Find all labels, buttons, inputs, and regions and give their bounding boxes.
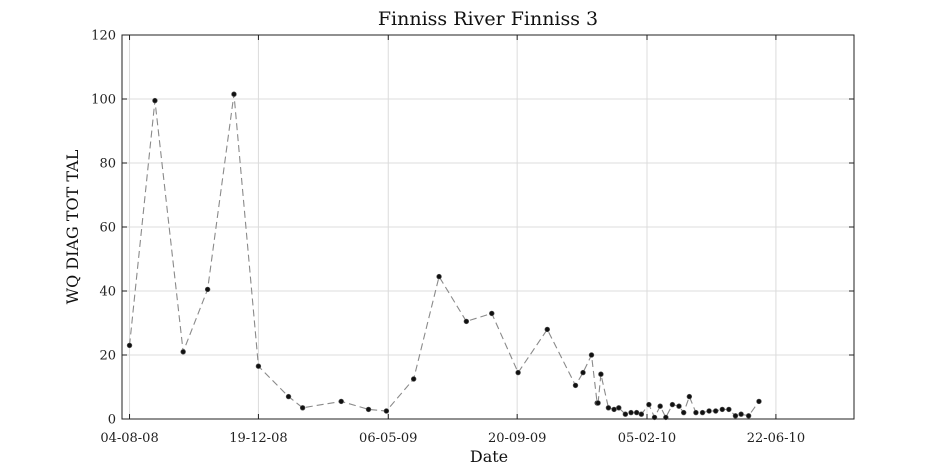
- x-tick-label: 05-02-10: [618, 431, 676, 446]
- data-point: [657, 403, 663, 409]
- data-point: [544, 326, 550, 333]
- data-point: [605, 405, 612, 411]
- data-point: [126, 342, 133, 349]
- data-point: [588, 352, 595, 358]
- data-point: [756, 398, 762, 405]
- y-tick-label: 80: [99, 157, 116, 172]
- axes: 0 20 40 60 80 100 120 04-08-08 19-12-08 06-05-09 2…: [91, 29, 855, 446]
- data-point: [622, 411, 629, 417]
- y-tick-label: 100: [91, 93, 116, 108]
- data-point: [299, 405, 306, 411]
- chart-title: Finniss River Finniss 3: [378, 8, 598, 30]
- data-point: [152, 97, 158, 104]
- series-line: [128, 94, 760, 419]
- data-point: [712, 408, 719, 414]
- data-point: [745, 413, 752, 419]
- y-tick-label: 0: [108, 413, 116, 428]
- data-point: [338, 398, 344, 405]
- data-point: [719, 406, 725, 413]
- data-point: [231, 91, 237, 97]
- data-point: [669, 401, 676, 408]
- data-point: [436, 273, 442, 280]
- data-point: [633, 409, 640, 416]
- data-point: [489, 310, 495, 317]
- x-tick-label: 19-12-08: [229, 431, 287, 446]
- x-axis-label: Date: [470, 447, 508, 466]
- data-series: [126, 91, 762, 421]
- x-tick-label: 20-09-09: [488, 431, 546, 446]
- data-point: [515, 369, 521, 376]
- data-point: [732, 413, 739, 419]
- x-tick-label: 04-08-08: [100, 431, 158, 446]
- data-point: [204, 286, 211, 293]
- y-tick-label: 20: [99, 349, 116, 364]
- data-point: [738, 411, 744, 417]
- data-point: [180, 349, 186, 355]
- data-point: [463, 318, 470, 325]
- data-point: [699, 409, 706, 416]
- data-point: [693, 409, 699, 416]
- data-point: [726, 406, 732, 413]
- data-point: [365, 406, 372, 413]
- data-point: [285, 393, 292, 400]
- data-point: [598, 371, 604, 377]
- y-axis-label: WQ DIAG TOT TAL: [63, 149, 82, 304]
- data-point: [616, 405, 622, 411]
- data-point: [651, 414, 658, 421]
- data-point: [580, 369, 586, 376]
- data-point: [383, 408, 390, 414]
- data-point: [686, 393, 693, 400]
- data-point: [611, 406, 617, 413]
- grid-lines: [122, 35, 854, 419]
- data-point: [676, 403, 682, 409]
- data-point: [255, 363, 262, 369]
- data-point: [663, 414, 669, 421]
- data-point: [646, 401, 652, 408]
- x-tick-label: 22-06-10: [747, 431, 805, 446]
- data-point: [706, 408, 712, 414]
- x-tick-label: 06-05-09: [359, 431, 417, 446]
- data-point: [572, 382, 579, 389]
- data-point: [680, 409, 687, 416]
- plot-frame: [121, 34, 855, 420]
- y-tick-label: 60: [99, 221, 116, 236]
- data-point: [410, 376, 417, 382]
- y-tick-label: 40: [99, 285, 116, 300]
- data-point: [628, 409, 634, 416]
- data-point: [595, 400, 601, 406]
- y-tick-label: 120: [91, 29, 116, 44]
- data-point: [638, 411, 645, 417]
